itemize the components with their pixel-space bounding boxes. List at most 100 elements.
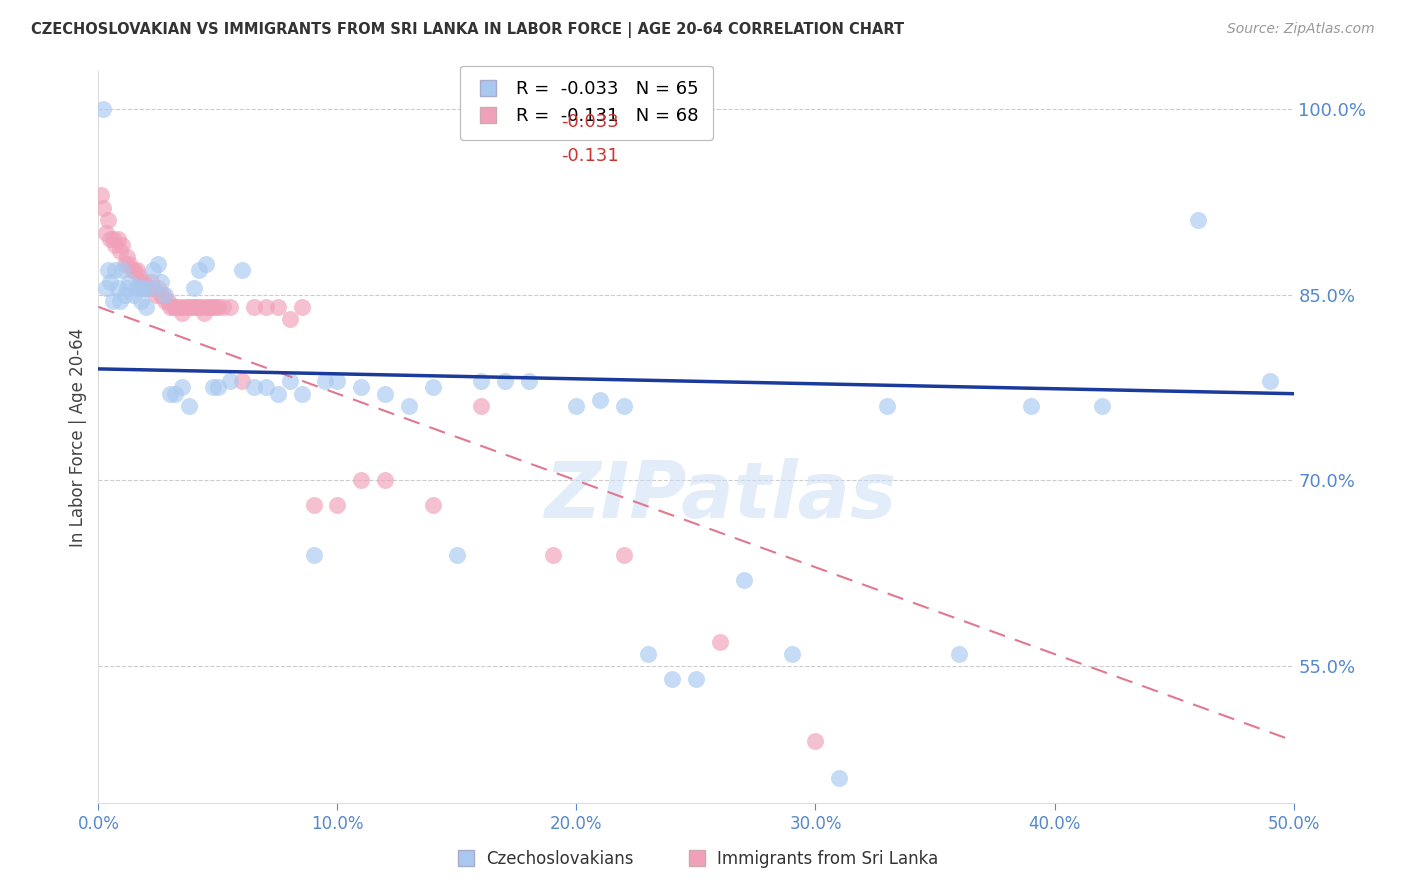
Point [125,262,148,277]
Point [139,275,162,289]
Point [107,281,129,295]
Point [91,201,114,215]
Point [350,380,373,394]
Point [291,386,314,401]
Point [97,213,120,227]
Point [422,380,444,394]
Point [254,300,277,314]
Point [267,386,290,401]
Point [108,244,131,259]
Point [131,293,153,308]
Point [148,281,170,295]
Point [142,262,165,277]
Point [422,498,444,512]
Point [101,232,124,246]
Point [132,281,155,295]
Point [470,399,492,413]
Point [267,300,290,314]
Point [374,386,396,401]
Point [278,374,301,388]
Y-axis label: In Labor Force | Age 20-64: In Labor Force | Age 20-64 [69,327,87,547]
Point [135,300,157,314]
Point [1091,399,1114,413]
Point [114,256,136,270]
Point [613,399,636,413]
Point [91,102,114,116]
Point [166,300,188,314]
Point [94,226,117,240]
Point [231,262,253,277]
Point [613,548,636,562]
Point [139,281,162,295]
Point [131,275,153,289]
Point [145,287,167,301]
Point [948,647,970,661]
Point [1019,399,1042,413]
Point [159,300,181,314]
Point [350,474,373,488]
Point [190,300,212,314]
Point [115,250,138,264]
Point [470,374,492,388]
Point [685,672,707,686]
Point [155,287,177,301]
Point [187,262,209,277]
Point [180,300,202,314]
Point [219,374,242,388]
Point [121,262,143,277]
Point [186,300,208,314]
Point [398,399,420,413]
Point [107,232,129,246]
Point [183,281,205,295]
Point [709,634,731,648]
Point [128,281,150,295]
Text: ZIPatlas: ZIPatlas [544,458,896,533]
Point [118,275,141,289]
Point [211,300,233,314]
Point [108,293,131,308]
Point [163,300,186,314]
Point [104,262,127,277]
Point [148,256,170,270]
Point [326,374,349,388]
Point [446,548,468,562]
Text: Source: ZipAtlas.com: Source: ZipAtlas.com [1227,22,1375,37]
Point [278,312,301,326]
Point [149,287,172,301]
Point [541,548,564,562]
Point [302,498,325,512]
Point [155,293,177,308]
Point [243,300,266,314]
Point [162,300,184,314]
Text: CZECHOSLOVAKIAN VS IMMIGRANTS FROM SRI LANKA IN LABOR FORCE | AGE 20-64 CORRELAT: CZECHOSLOVAKIAN VS IMMIGRANTS FROM SRI L… [31,22,904,38]
Point [98,275,122,289]
Point [156,293,179,308]
Point [637,647,659,661]
Point [565,399,588,413]
Point [173,300,195,314]
Point [1187,213,1209,227]
Point [128,268,150,283]
Point [118,256,141,270]
Point [179,399,201,413]
Point [589,392,612,407]
Point [733,573,755,587]
Text: -0.033: -0.033 [561,113,619,131]
Point [200,300,222,314]
Point [183,300,205,314]
Point [179,300,201,314]
Point [494,374,516,388]
Point [187,300,209,314]
Point [135,281,157,295]
Point [124,262,146,277]
Point [149,275,172,289]
Point [804,734,827,748]
Point [302,548,325,562]
Point [517,374,540,388]
Point [98,232,122,246]
Point [374,474,396,488]
Point [828,771,851,785]
Point [207,300,229,314]
Point [172,380,194,394]
Point [169,300,191,314]
